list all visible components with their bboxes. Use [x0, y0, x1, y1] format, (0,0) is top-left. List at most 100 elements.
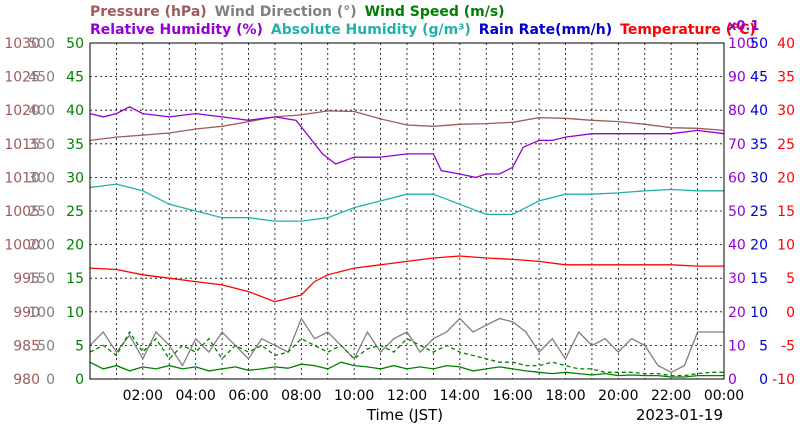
- y-tick-wind-speed: 45: [66, 70, 84, 86]
- y-tick-pressure: 990: [13, 305, 40, 321]
- y-tick-pressure: 1010: [4, 170, 40, 186]
- y-tick-humidity: 50: [728, 204, 746, 220]
- y-tick-temperature: -10: [772, 372, 795, 388]
- y-tick-rain-rate: 0: [759, 372, 768, 388]
- y-tick-wind-speed: 50: [66, 36, 84, 52]
- y-tick-rain-rate: 5: [759, 338, 768, 354]
- y-tick-temperature: -5: [781, 338, 795, 354]
- y-tick-rain-rate: 40: [750, 103, 768, 119]
- y-tick-rain-rate: 30: [750, 170, 768, 186]
- legend-item: Rain Rate(mm/h): [479, 22, 612, 38]
- y-tick-temperature: 25: [777, 137, 795, 153]
- x-tick-label: 04:00: [175, 388, 215, 404]
- y-tick-pressure: 1025: [4, 70, 40, 86]
- y-tick-rain-rate: 10: [750, 305, 768, 321]
- series-line: [89, 317, 724, 374]
- y-tick-pressure: 1030: [4, 36, 40, 52]
- y-tick-rain-rate: 20: [750, 238, 768, 254]
- legend-item: Temperature (°C): [620, 22, 756, 38]
- y-tick-wind-direction: 100: [28, 305, 55, 321]
- series-line: [89, 183, 724, 222]
- y-tick-pressure: 985: [13, 338, 40, 354]
- x-tick-label: 12:00: [387, 388, 427, 404]
- y-tick-wind-direction: 0: [46, 372, 55, 388]
- y-tick-pressure: 1000: [4, 238, 40, 254]
- y-tick-humidity: 20: [728, 305, 746, 321]
- y-tick-pressure: 980: [13, 372, 40, 388]
- x-ticks: 02:00 04:00 06:00 08:00 10:00 12:00 14:00 16:00…: [123, 388, 745, 404]
- x-tick-label: 16:00: [492, 388, 532, 404]
- series-line: [89, 361, 724, 378]
- y-tick-wind-direction: 150: [28, 271, 55, 287]
- legend-item: Wind Direction (°): [215, 4, 357, 20]
- y-tick-wind-direction: 300: [28, 170, 55, 186]
- y-tick-temperature: 35: [777, 70, 795, 86]
- series-line: [89, 106, 725, 179]
- series-line: [89, 255, 724, 303]
- legend: Pressure (hPa) Wind Direction (°) Wind Spe…: [90, 4, 759, 38]
- y-tick-pressure: 995: [13, 271, 40, 287]
- y-tick-temperature: 0: [786, 305, 795, 321]
- plot-frame: [89, 42, 725, 380]
- y-tick-rain-rate: 15: [750, 271, 768, 287]
- legend-item: Relative Humidity (%): [90, 22, 263, 38]
- y-tick-wind-speed: 25: [66, 204, 84, 220]
- y-tick-temperature: 40: [777, 36, 795, 52]
- y-tick-wind-speed: 40: [66, 103, 84, 119]
- y-tick-wind-direction: 500: [28, 36, 55, 52]
- y-tick-rain-rate: 25: [750, 204, 768, 220]
- x-tick-label: 10:00: [334, 388, 374, 404]
- x-tick-label: 18:00: [545, 388, 585, 404]
- y-tick-humidity: 40: [728, 238, 746, 254]
- y-tick-temperature: 15: [777, 204, 795, 220]
- x-tick-label: 00:00: [704, 388, 744, 404]
- y-tick-temperature: 30: [777, 103, 795, 119]
- y-tick-wind-speed: 5: [75, 338, 84, 354]
- y-tick-wind-speed: 0: [75, 372, 84, 388]
- y-tick-humidity: 90: [728, 70, 746, 86]
- y-tick-temperature: 20: [777, 170, 795, 186]
- y-tick-wind-speed: 20: [66, 238, 84, 254]
- series-lines: [89, 106, 725, 378]
- x-tick-label: 02:00: [123, 388, 163, 404]
- y-tick-humidity: 60: [728, 170, 746, 186]
- y-axes: 9809859909951000100510101015102010251030…: [4, 36, 795, 388]
- y-tick-humidity: 100: [728, 36, 755, 52]
- grid-lines: [90, 43, 724, 379]
- y-tick-wind-speed: 30: [66, 170, 84, 186]
- date-label: 2023-01-19: [636, 406, 723, 424]
- y-tick-wind-direction: 450: [28, 70, 55, 86]
- series-line: [89, 330, 724, 377]
- y-tick-rain-rate: 45: [750, 70, 768, 86]
- legend-item: Wind Speed (m/s): [365, 4, 505, 20]
- y-tick-humidity: 80: [728, 103, 746, 119]
- x-tick-label: 06:00: [228, 388, 268, 404]
- x-tick-label: 22:00: [651, 388, 691, 404]
- y-tick-wind-speed: 15: [66, 271, 84, 287]
- y-tick-rain-rate: 35: [750, 137, 768, 153]
- y-tick-wind-direction: 350: [28, 137, 55, 153]
- x-axis-label: Time (JST): [366, 406, 443, 424]
- legend-item: Pressure (hPa): [90, 4, 207, 20]
- y-tick-humidity: 0: [728, 372, 737, 388]
- y-tick-pressure: 1005: [4, 204, 40, 220]
- scale-note: x0.1: [728, 19, 759, 34]
- y-tick-wind-speed: 35: [66, 137, 84, 153]
- y-tick-humidity: 70: [728, 137, 746, 153]
- x-tick-label: 14:00: [440, 388, 480, 404]
- x-tick-label: 20:00: [598, 388, 638, 404]
- y-tick-temperature: 10: [777, 238, 795, 254]
- y-tick-wind-speed: 10: [66, 305, 84, 321]
- y-tick-wind-direction: 400: [28, 103, 55, 119]
- y-tick-wind-direction: 50: [37, 338, 55, 354]
- y-tick-rain-rate: 50: [750, 36, 768, 52]
- y-tick-humidity: 10: [728, 338, 746, 354]
- y-tick-pressure: 1020: [4, 103, 40, 119]
- y-tick-humidity: 30: [728, 271, 746, 287]
- y-tick-pressure: 1015: [4, 137, 40, 153]
- series-line: [89, 110, 725, 142]
- y-tick-wind-direction: 200: [28, 238, 55, 254]
- legend-item: Absolute Humidity (g/m³): [271, 22, 471, 38]
- x-tick-label: 08:00: [281, 388, 321, 404]
